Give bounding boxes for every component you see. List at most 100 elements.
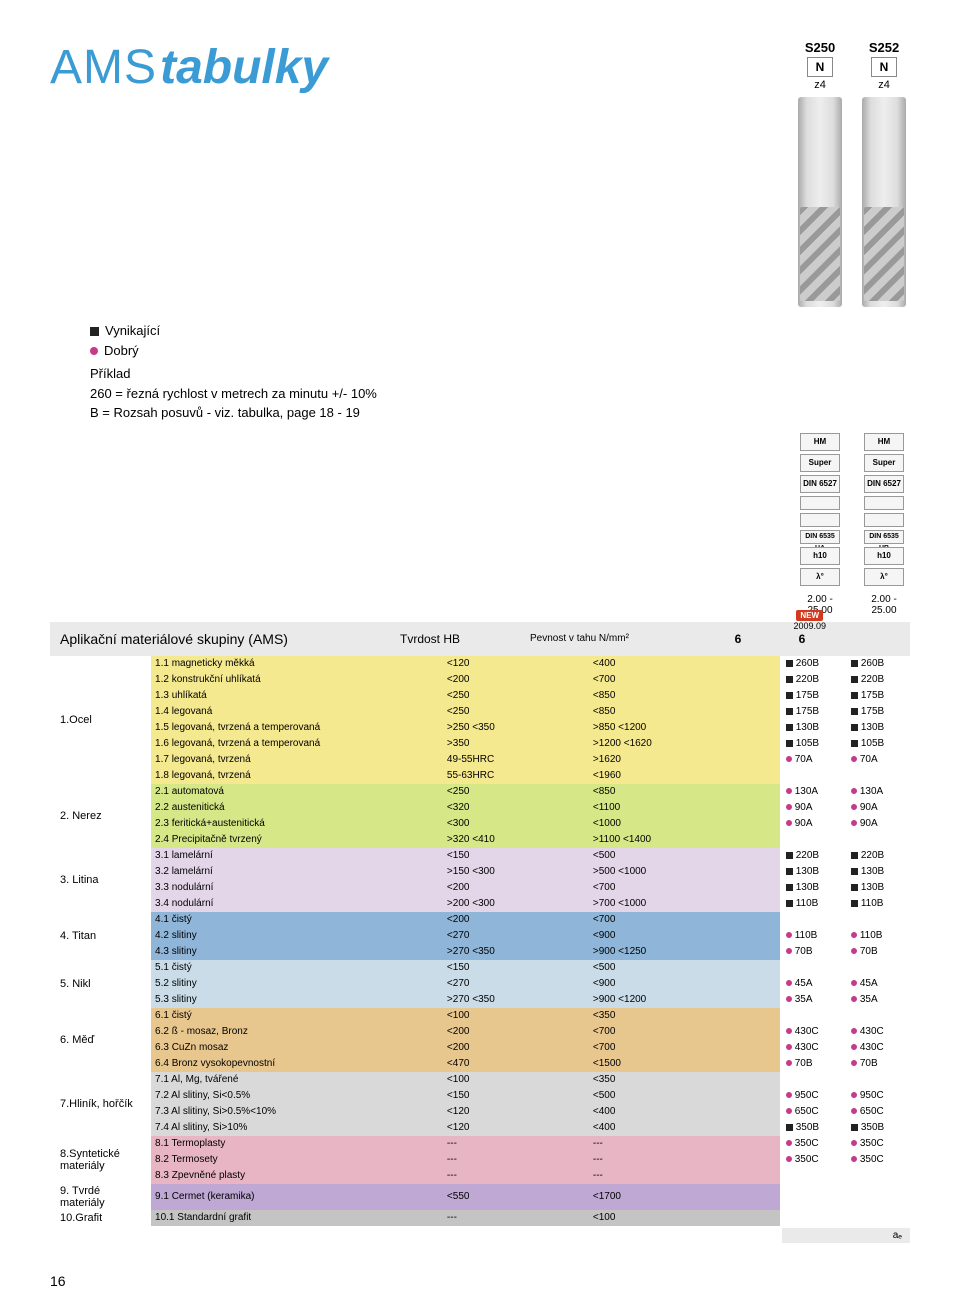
section-tvrdost: Tvrdost HB	[400, 632, 530, 646]
pv-cell: <700	[589, 1040, 780, 1056]
pv-cell: <900	[589, 976, 780, 992]
section-col1: 6	[712, 632, 764, 646]
desc-cell: 6.1 čistý	[151, 1008, 443, 1024]
value-cell: 350C	[845, 1152, 910, 1168]
hb-cell: >200 <300	[443, 896, 589, 912]
pv-cell: <1500	[589, 1056, 780, 1072]
pv-cell: <850	[589, 784, 780, 800]
badge: Super	[864, 454, 904, 472]
value-cell: 175B	[845, 704, 910, 720]
pv-cell: <700	[589, 672, 780, 688]
desc-cell: 4.1 čistý	[151, 912, 443, 928]
pv-cell: ---	[589, 1168, 780, 1184]
price-row: 2.00 - 25.00 2.00 - 25.00	[50, 594, 910, 616]
desc-cell: 3.4 nodulární	[151, 896, 443, 912]
category-cell: 4. Titan	[50, 912, 151, 960]
pv-cell: <1700	[589, 1184, 780, 1210]
value-cell: 110B	[780, 928, 845, 944]
value-cell: 260B	[845, 656, 910, 672]
hb-cell: <270	[443, 976, 589, 992]
table-row: 6.4 Bronz vysokopevnostní<470<150070B70B	[50, 1056, 910, 1072]
desc-cell: 7.3 Al slitiny, Si>0.5%<10%	[151, 1104, 443, 1120]
value-cell: 175B	[845, 688, 910, 704]
value-cell	[780, 1184, 845, 1210]
hb-cell: <200	[443, 880, 589, 896]
tool-image	[798, 97, 842, 307]
desc-cell: 1.1 magneticky měkká	[151, 656, 443, 672]
desc-cell: 6.4 Bronz vysokopevnostní	[151, 1056, 443, 1072]
pv-cell: >700 <1000	[589, 896, 780, 912]
hb-cell: <270	[443, 928, 589, 944]
pv-cell: <500	[589, 1088, 780, 1104]
table-row: 5.3 slitiny>270 <350>900 <120035A35A	[50, 992, 910, 1008]
value-cell	[845, 768, 910, 784]
desc-cell: 2.3 feritická+austenitická	[151, 816, 443, 832]
table-row: 3. Litina3.1 lamelární<150<500220B220B	[50, 848, 910, 864]
table-row: 1.6 legovaná, tvrzená a temperovaná>350>…	[50, 736, 910, 752]
value-cell	[845, 1210, 910, 1226]
table-row: 7.3 Al slitiny, Si>0.5%<10%<120<400650C6…	[50, 1104, 910, 1120]
hb-cell: >350	[443, 736, 589, 752]
hb-cell: <120	[443, 656, 589, 672]
badge: DIN 6527	[800, 475, 840, 493]
value-cell: 350C	[780, 1136, 845, 1152]
value-cell: 70B	[780, 1056, 845, 1072]
pv-cell: >1620	[589, 752, 780, 768]
table-row: 6. Měď6.1 čistý<100<350	[50, 1008, 910, 1024]
desc-cell: 8.1 Termoplasty	[151, 1136, 443, 1152]
desc-cell: 2.2 austenitická	[151, 800, 443, 816]
value-cell	[845, 1168, 910, 1184]
desc-cell: 3.3 nodulární	[151, 880, 443, 896]
desc-cell: 5.3 slitiny	[151, 992, 443, 1008]
pv-cell: <500	[589, 960, 780, 976]
table-row: 5.2 slitiny<270<90045A45A	[50, 976, 910, 992]
value-cell: 90A	[845, 800, 910, 816]
category-cell: 6. Měď	[50, 1008, 151, 1072]
badge: DIN 6535 HB	[864, 530, 904, 544]
pv-cell: <850	[589, 704, 780, 720]
value-cell: 650C	[845, 1104, 910, 1120]
value-cell	[780, 1072, 845, 1088]
hb-cell: <150	[443, 1088, 589, 1104]
value-cell: 175B	[780, 704, 845, 720]
hb-cell: 49-55HRC	[443, 752, 589, 768]
desc-cell: 2.4 Precipitačně tvrzený	[151, 832, 443, 848]
hb-cell: 55-63HRC	[443, 768, 589, 784]
table-row: 2.4 Precipitačně tvrzený>320 <410>1100 <…	[50, 832, 910, 848]
hb-cell: <150	[443, 960, 589, 976]
desc-cell: 8.3 Zpevněné plasty	[151, 1168, 443, 1184]
pv-cell: <1100	[589, 800, 780, 816]
hb-cell: >150 <300	[443, 864, 589, 880]
badge-col: HMSuperDIN 6527DIN 6535 HBh10λ°	[858, 433, 910, 586]
legend: Vynikající Dobrý Příklad 260 = řezná ryc…	[90, 321, 910, 423]
desc-cell: 4.3 slitiny	[151, 944, 443, 960]
desc-cell: 1.6 legovaná, tvrzená a temperovaná	[151, 736, 443, 752]
value-cell: 90A	[780, 800, 845, 816]
table-row: 1.Ocel1.1 magneticky měkká<120<400260B26…	[50, 656, 910, 672]
hb-cell: <250	[443, 688, 589, 704]
value-cell: 110B	[780, 896, 845, 912]
legend-excellent: Vynikající	[90, 321, 910, 341]
pv-cell: <1960	[589, 768, 780, 784]
desc-cell: 7.2 Al slitiny, Si<0.5%	[151, 1088, 443, 1104]
pv-cell: >500 <1000	[589, 864, 780, 880]
table-row: 9. Tvrdé materiály9.1 Cermet (keramika)<…	[50, 1184, 910, 1210]
desc-cell: 3.1 lamelární	[151, 848, 443, 864]
value-cell: 350C	[845, 1136, 910, 1152]
table-row: 4. Titan4.1 čistý<200<700	[50, 912, 910, 928]
desc-cell: 1.2 konstrukční uhlíkatá	[151, 672, 443, 688]
category-cell: 8.Syntetické materiály	[50, 1136, 151, 1184]
value-cell: 105B	[780, 736, 845, 752]
table-row: 2.2 austenitická<320<110090A90A	[50, 800, 910, 816]
value-cell: 130A	[780, 784, 845, 800]
category-cell: 1.Ocel	[50, 656, 151, 784]
pv-cell: ---	[589, 1136, 780, 1152]
badge: h10	[800, 547, 840, 565]
desc-cell: 6.3 CuZn mosaz	[151, 1040, 443, 1056]
value-cell: 110B	[845, 928, 910, 944]
value-cell: 130B	[780, 720, 845, 736]
table-row: 8.Syntetické materiály8.1 Termoplasty---…	[50, 1136, 910, 1152]
new-icon: NEW	[796, 610, 823, 621]
value-cell: 130B	[845, 880, 910, 896]
value-cell	[780, 1210, 845, 1226]
